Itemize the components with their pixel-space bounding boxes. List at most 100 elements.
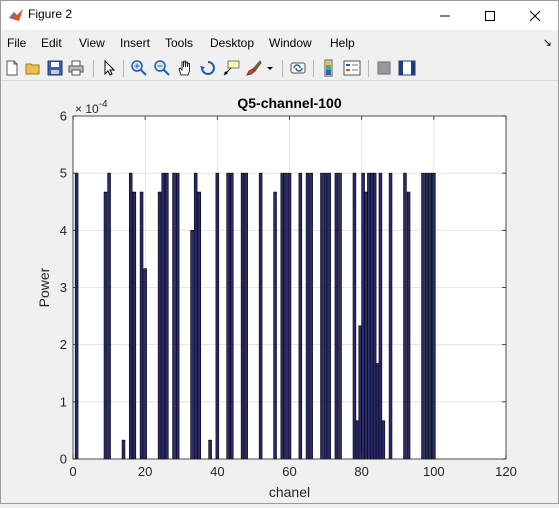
bar bbox=[143, 268, 147, 460]
toolbar-separator bbox=[93, 60, 94, 77]
bar bbox=[175, 172, 180, 460]
brush-dropdown-icon[interactable] bbox=[265, 59, 275, 77]
y-axis-exponent: × 10-4 bbox=[75, 99, 108, 116]
bar bbox=[406, 191, 411, 460]
menu-tools[interactable]: Tools bbox=[165, 36, 194, 50]
bar bbox=[74, 172, 79, 460]
rotate-3d-icon[interactable] bbox=[199, 59, 217, 77]
zoom-out-icon[interactable] bbox=[153, 59, 171, 77]
bar bbox=[172, 172, 176, 460]
title-bar[interactable]: Figure 2 bbox=[1, 1, 558, 30]
x-axis-label: chanel bbox=[269, 484, 310, 500]
chart-title: Q5-channel-100 bbox=[237, 95, 341, 111]
bar bbox=[139, 191, 144, 460]
bar bbox=[370, 172, 374, 460]
figure-toolbar bbox=[1, 56, 558, 81]
bar bbox=[375, 363, 380, 460]
bar bbox=[121, 439, 126, 460]
toolbar-separator bbox=[282, 60, 283, 77]
bar bbox=[358, 325, 362, 460]
save-icon[interactable] bbox=[46, 59, 64, 77]
new-figure-icon[interactable] bbox=[3, 59, 21, 77]
maximize-icon bbox=[484, 10, 495, 21]
insert-colorbar-icon[interactable] bbox=[320, 59, 338, 77]
bar-chart[interactable]: 0 20 40 60 80 100 120 0 1 2 3 4 5 6 Q5-channel-100 ch… bbox=[1, 82, 558, 503]
close-icon bbox=[529, 10, 540, 21]
bar bbox=[320, 172, 324, 460]
edit-plot-arrow-icon[interactable] bbox=[100, 59, 118, 77]
y-tick-label: 5 bbox=[60, 166, 67, 181]
show-plot-tools-icon[interactable] bbox=[398, 59, 416, 77]
menu-window[interactable]: Window bbox=[269, 36, 312, 50]
bar bbox=[372, 172, 377, 460]
bar bbox=[432, 172, 436, 460]
bar bbox=[193, 172, 198, 460]
menu-edit[interactable]: Edit bbox=[41, 36, 62, 50]
data-cursor-icon[interactable] bbox=[222, 59, 240, 77]
bar bbox=[428, 172, 432, 460]
print-icon[interactable] bbox=[67, 59, 85, 77]
menu-help[interactable]: Help bbox=[330, 36, 355, 50]
y-tick-label: 1 bbox=[60, 394, 67, 409]
bar bbox=[190, 230, 194, 460]
bar bbox=[287, 172, 292, 460]
x-tick-label: 80 bbox=[354, 464, 368, 479]
link-plot-icon[interactable] bbox=[289, 59, 307, 77]
bar bbox=[157, 191, 162, 460]
bar bbox=[226, 172, 230, 460]
menu-view[interactable]: View bbox=[79, 36, 105, 50]
bar bbox=[128, 172, 133, 460]
bar bbox=[403, 172, 407, 460]
toolbar-separator bbox=[313, 60, 314, 77]
bar bbox=[298, 172, 303, 460]
bar bbox=[132, 191, 137, 460]
bar bbox=[352, 172, 357, 460]
x-tick-label: 0 bbox=[69, 464, 76, 479]
bar bbox=[230, 172, 234, 460]
x-tick-label: 120 bbox=[495, 464, 517, 479]
y-axis-label: Power bbox=[36, 267, 52, 307]
figure-canvas[interactable]: 0 20 40 60 80 100 120 0 1 2 3 4 5 6 Q5-channel-100 ch… bbox=[1, 82, 558, 503]
menu-file[interactable]: File bbox=[7, 36, 27, 50]
bar bbox=[197, 191, 202, 460]
open-file-icon[interactable] bbox=[24, 59, 42, 77]
menu-bar: File Edit View Insert Tools Desktop Wind… bbox=[1, 32, 558, 54]
close-button[interactable] bbox=[512, 1, 557, 30]
x-tick-label: 60 bbox=[282, 464, 296, 479]
bar bbox=[334, 172, 339, 460]
insert-legend-icon[interactable] bbox=[343, 59, 361, 77]
brush-icon[interactable] bbox=[245, 59, 263, 77]
bar bbox=[378, 172, 383, 460]
y-tick-label: 3 bbox=[60, 280, 67, 295]
bar bbox=[284, 172, 288, 460]
menu-desktop[interactable]: Desktop bbox=[210, 36, 255, 50]
bar bbox=[244, 172, 248, 460]
bar bbox=[361, 172, 365, 460]
bar bbox=[273, 191, 277, 460]
y-tick-label: 0 bbox=[60, 452, 67, 467]
maximize-button[interactable] bbox=[467, 1, 512, 30]
x-tick-label: 100 bbox=[423, 464, 445, 479]
bar bbox=[103, 191, 108, 460]
bar bbox=[338, 172, 342, 460]
bar bbox=[424, 172, 429, 460]
bar bbox=[367, 172, 371, 460]
y-tick-label: 2 bbox=[60, 337, 67, 352]
bar bbox=[421, 172, 425, 460]
y-tick-label: 6 bbox=[60, 109, 67, 124]
minimize-button[interactable] bbox=[422, 1, 467, 30]
bar bbox=[240, 172, 245, 460]
y-exponent-power: -4 bbox=[99, 99, 108, 110]
hide-plot-tools-icon[interactable] bbox=[375, 59, 393, 77]
bar bbox=[305, 172, 310, 460]
x-tick-label: 20 bbox=[138, 464, 152, 479]
dock-figure-icon[interactable]: ↘ bbox=[542, 37, 552, 49]
bar bbox=[165, 172, 169, 460]
bar bbox=[280, 172, 285, 460]
pan-hand-icon[interactable] bbox=[176, 59, 194, 77]
bar bbox=[258, 172, 263, 460]
menu-insert[interactable]: Insert bbox=[120, 36, 151, 50]
toolbar-separator bbox=[368, 60, 369, 77]
zoom-in-icon[interactable] bbox=[130, 59, 148, 77]
